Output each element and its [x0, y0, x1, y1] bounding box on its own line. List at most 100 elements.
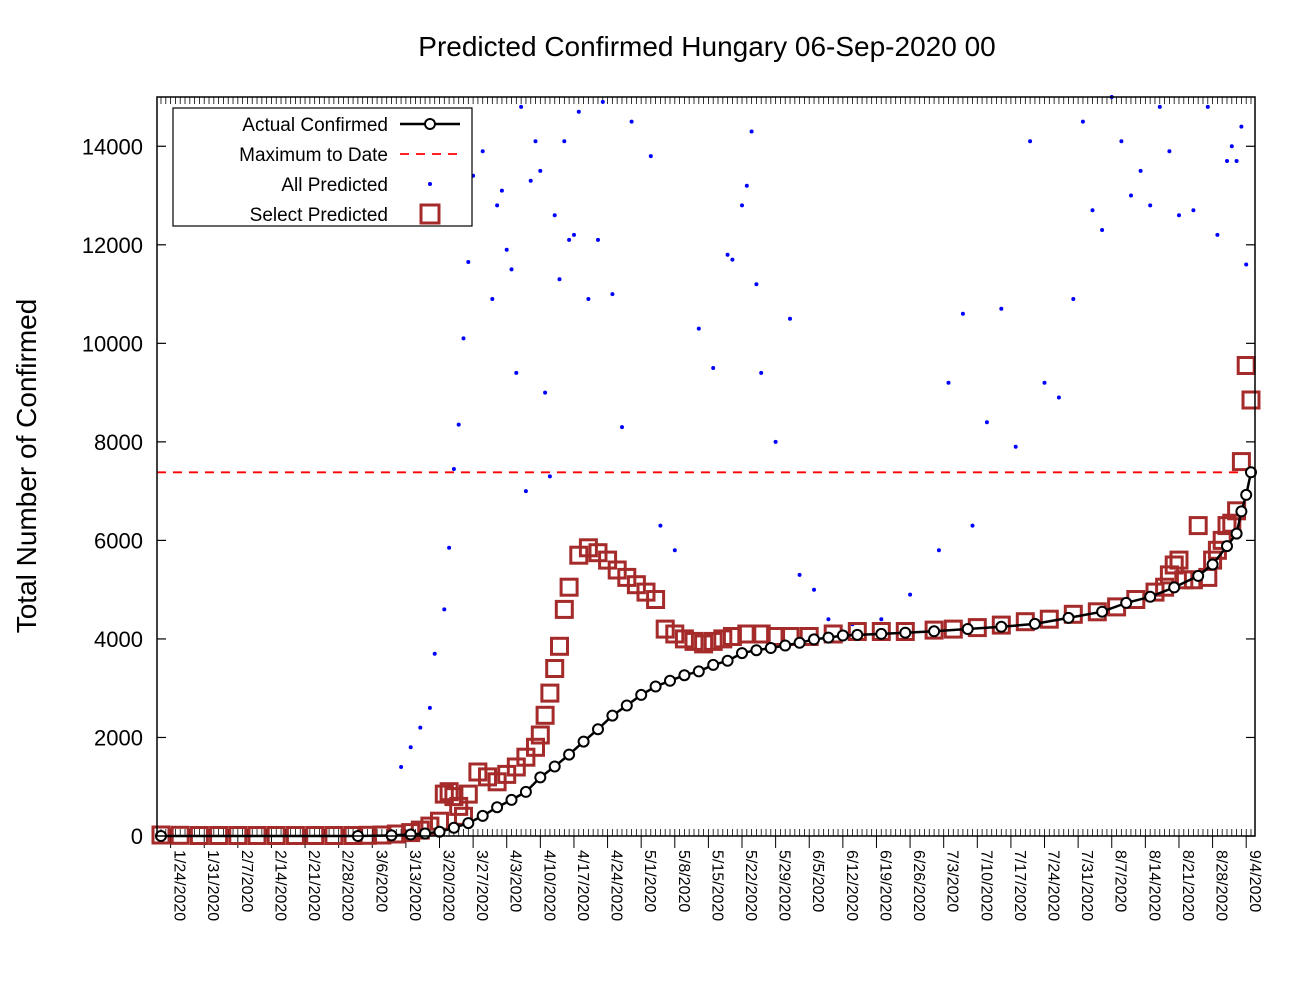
- x-tick-label: 3/13/2020: [406, 850, 423, 921]
- all-predicted-point: [451, 467, 456, 471]
- all-predicted-point: [1157, 104, 1162, 109]
- all-predicted-point: [610, 292, 615, 297]
- all-predicted-point: [1244, 262, 1249, 267]
- y-tick-label: 6000: [94, 528, 143, 553]
- all-predicted-point: [826, 617, 831, 622]
- x-tick-label: 8/21/2020: [1179, 850, 1196, 921]
- y-tick-label: 0: [131, 824, 143, 849]
- all-predicted-point: [970, 523, 975, 528]
- all-predicted-point: [519, 104, 524, 109]
- all-predicted-point: [730, 257, 735, 262]
- actual-confirmed-point: [635, 688, 648, 701]
- all-predicted-point: [399, 765, 404, 769]
- all-predicted-point: [576, 109, 581, 114]
- select-predicted-point: [458, 784, 478, 804]
- all-predicted-point: [562, 139, 567, 144]
- select-predicted-point: [694, 634, 714, 654]
- all-predicted-point: [418, 725, 423, 730]
- actual-confirmed-point: [1062, 611, 1075, 624]
- x-tick-label: 8/14/2020: [1145, 850, 1162, 921]
- actual-confirmed-point: [779, 639, 792, 652]
- all-predicted-point: [936, 548, 941, 553]
- all-predicted-point: [504, 247, 509, 252]
- all-predicted-point: [1056, 395, 1061, 400]
- all-predicted-point: [672, 548, 677, 553]
- all-predicted-point: [1013, 444, 1018, 449]
- actual-confirmed-point: [592, 723, 604, 736]
- actual-confirmed-point: [1245, 466, 1257, 479]
- select-predicted-point: [1169, 550, 1189, 570]
- x-tick-label: 5/8/2020: [675, 850, 692, 912]
- x-tick-label: 2/21/2020: [305, 850, 322, 921]
- actual-confirmed-point: [808, 633, 820, 646]
- actual-confirmed-point: [1028, 617, 1041, 630]
- x-tick-label: 6/12/2020: [843, 850, 860, 921]
- select-predicted-point: [646, 590, 666, 609]
- select-predicted-point: [550, 636, 569, 656]
- all-predicted-point: [466, 260, 471, 264]
- all-predicted-point: [1080, 119, 1085, 124]
- all-predicted-point: [946, 380, 951, 385]
- all-predicted-point: [1071, 297, 1076, 301]
- select-predicted-point: [713, 629, 733, 649]
- select-predicted-point: [516, 747, 536, 767]
- all-predicted-point: [456, 422, 461, 427]
- all-predicted-point: [620, 425, 624, 430]
- x-tick-label: 6/5/2020: [809, 850, 826, 912]
- select-predicted-point: [1164, 555, 1184, 575]
- select-predicted-point: [674, 629, 694, 649]
- all-predicted-point: [499, 188, 504, 193]
- all-predicted-point: [572, 232, 576, 237]
- actual-confirmed-point: [1235, 505, 1248, 518]
- actual-confirmed-point: [995, 620, 1008, 633]
- x-tick-label: 6/26/2020: [910, 850, 927, 921]
- actual-confirmed-point: [664, 674, 676, 687]
- actual-confirmed-line: [161, 472, 1253, 838]
- legend-label-maximum: Maximum to Date: [239, 145, 388, 166]
- x-tick-label: 7/31/2020: [1078, 850, 1095, 921]
- all-predicted-point: [773, 439, 778, 444]
- x-tick-label: 8/28/2020: [1213, 850, 1230, 921]
- select-predicted-point: [545, 659, 565, 678]
- actual-confirmed-point: [928, 625, 941, 638]
- all-predicted-point: [442, 607, 447, 612]
- all-predicted-point: [528, 178, 533, 183]
- actual-confirmed-point: [875, 627, 888, 640]
- all-predicted-point: [711, 366, 716, 370]
- actual-confirmed-point: [491, 801, 504, 814]
- select-predicted-point: [703, 631, 723, 651]
- actual-confirmed-point: [764, 642, 777, 654]
- y-axis-ticks: 0 2000 4000 6000 8000 10000 12000 14000: [82, 134, 1255, 849]
- actual-confirmed-point: [534, 771, 547, 784]
- x-tick-label: 5/1/2020: [641, 850, 658, 912]
- all-predicted-point: [1167, 149, 1172, 154]
- x-tick-label: 4/24/2020: [608, 850, 625, 921]
- all-predicted-point: [480, 149, 485, 154]
- select-predicted-point: [737, 624, 757, 644]
- all-predicted-point: [533, 139, 538, 144]
- select-predicted-point: [526, 737, 545, 757]
- all-predicted-point: [1042, 380, 1047, 385]
- y-tick-label: 14000: [82, 134, 143, 159]
- y-tick-label: 8000: [94, 430, 143, 455]
- actual-confirmed-point: [519, 785, 532, 798]
- select-predicted-point: [1159, 565, 1179, 585]
- select-predicted-point: [578, 538, 598, 558]
- all-predicted-point: [1239, 124, 1244, 129]
- actual-confirmed-point: [462, 817, 475, 830]
- actual-confirmed-point: [1168, 581, 1181, 594]
- all-predicted-point: [1090, 208, 1095, 213]
- x-tick-label: 4/3/2020: [507, 850, 524, 912]
- select-predicted-point: [439, 782, 459, 802]
- x-tick-label: 5/15/2020: [708, 850, 725, 921]
- x-tick-label: 7/10/2020: [977, 850, 994, 921]
- all-predicted-point: [749, 129, 754, 134]
- actual-confirmed-point: [822, 631, 835, 644]
- all-predicted-point: [999, 306, 1004, 311]
- all-predicted-point: [547, 474, 552, 479]
- actual-confirmed-point: [447, 821, 460, 834]
- select-predicted-point: [535, 705, 555, 725]
- select-predicted-point: [506, 757, 526, 777]
- all-predicted-point: [557, 277, 562, 282]
- all-predicted-point: [447, 545, 452, 550]
